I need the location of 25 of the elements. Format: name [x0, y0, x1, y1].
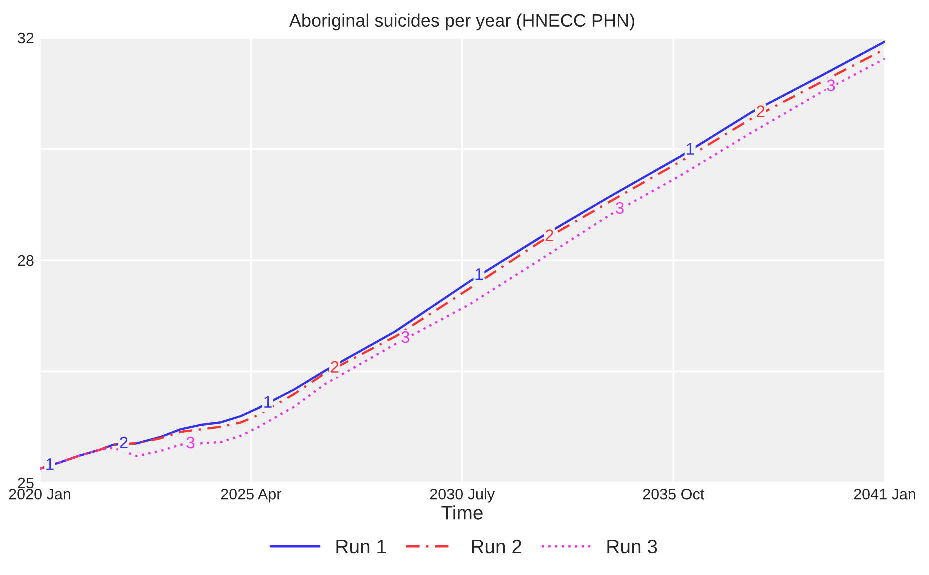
annotation: 1 [264, 396, 272, 408]
x-tick-label: 2030 July [430, 488, 496, 503]
annotation: 3 [186, 436, 195, 449]
legend-label: Run 3 [608, 540, 658, 554]
legend-label: Run 2 [472, 540, 522, 554]
y-tick-label: 28 [18, 255, 34, 266]
x-axis-title: Time [442, 506, 483, 520]
chart-title: Aboriginal suicides per year (HNECC PHN) [289, 14, 634, 31]
annotation: 2 [120, 436, 128, 449]
annotation: 1 [476, 268, 484, 280]
x-tick-label: 2025 Apr [221, 488, 282, 503]
x-tick-label: 2035 Oct [643, 488, 704, 500]
y-tick-label: 32 [18, 32, 34, 44]
annotation: 3 [827, 80, 836, 92]
annotation: 2 [546, 230, 554, 242]
annotation: 2 [757, 106, 765, 118]
x-tick-label: 2041 Jan [854, 488, 916, 500]
annotation: 1 [46, 458, 54, 470]
x-tick-label: 2020 Jan [9, 488, 70, 500]
annotation: 3 [616, 202, 624, 214]
annotation: 3 [402, 331, 410, 344]
legend-label: Run 1 [336, 540, 386, 554]
annotation: 1 [686, 143, 694, 155]
y-tick-label: 25 [18, 478, 34, 489]
annotation: 2 [331, 361, 339, 373]
